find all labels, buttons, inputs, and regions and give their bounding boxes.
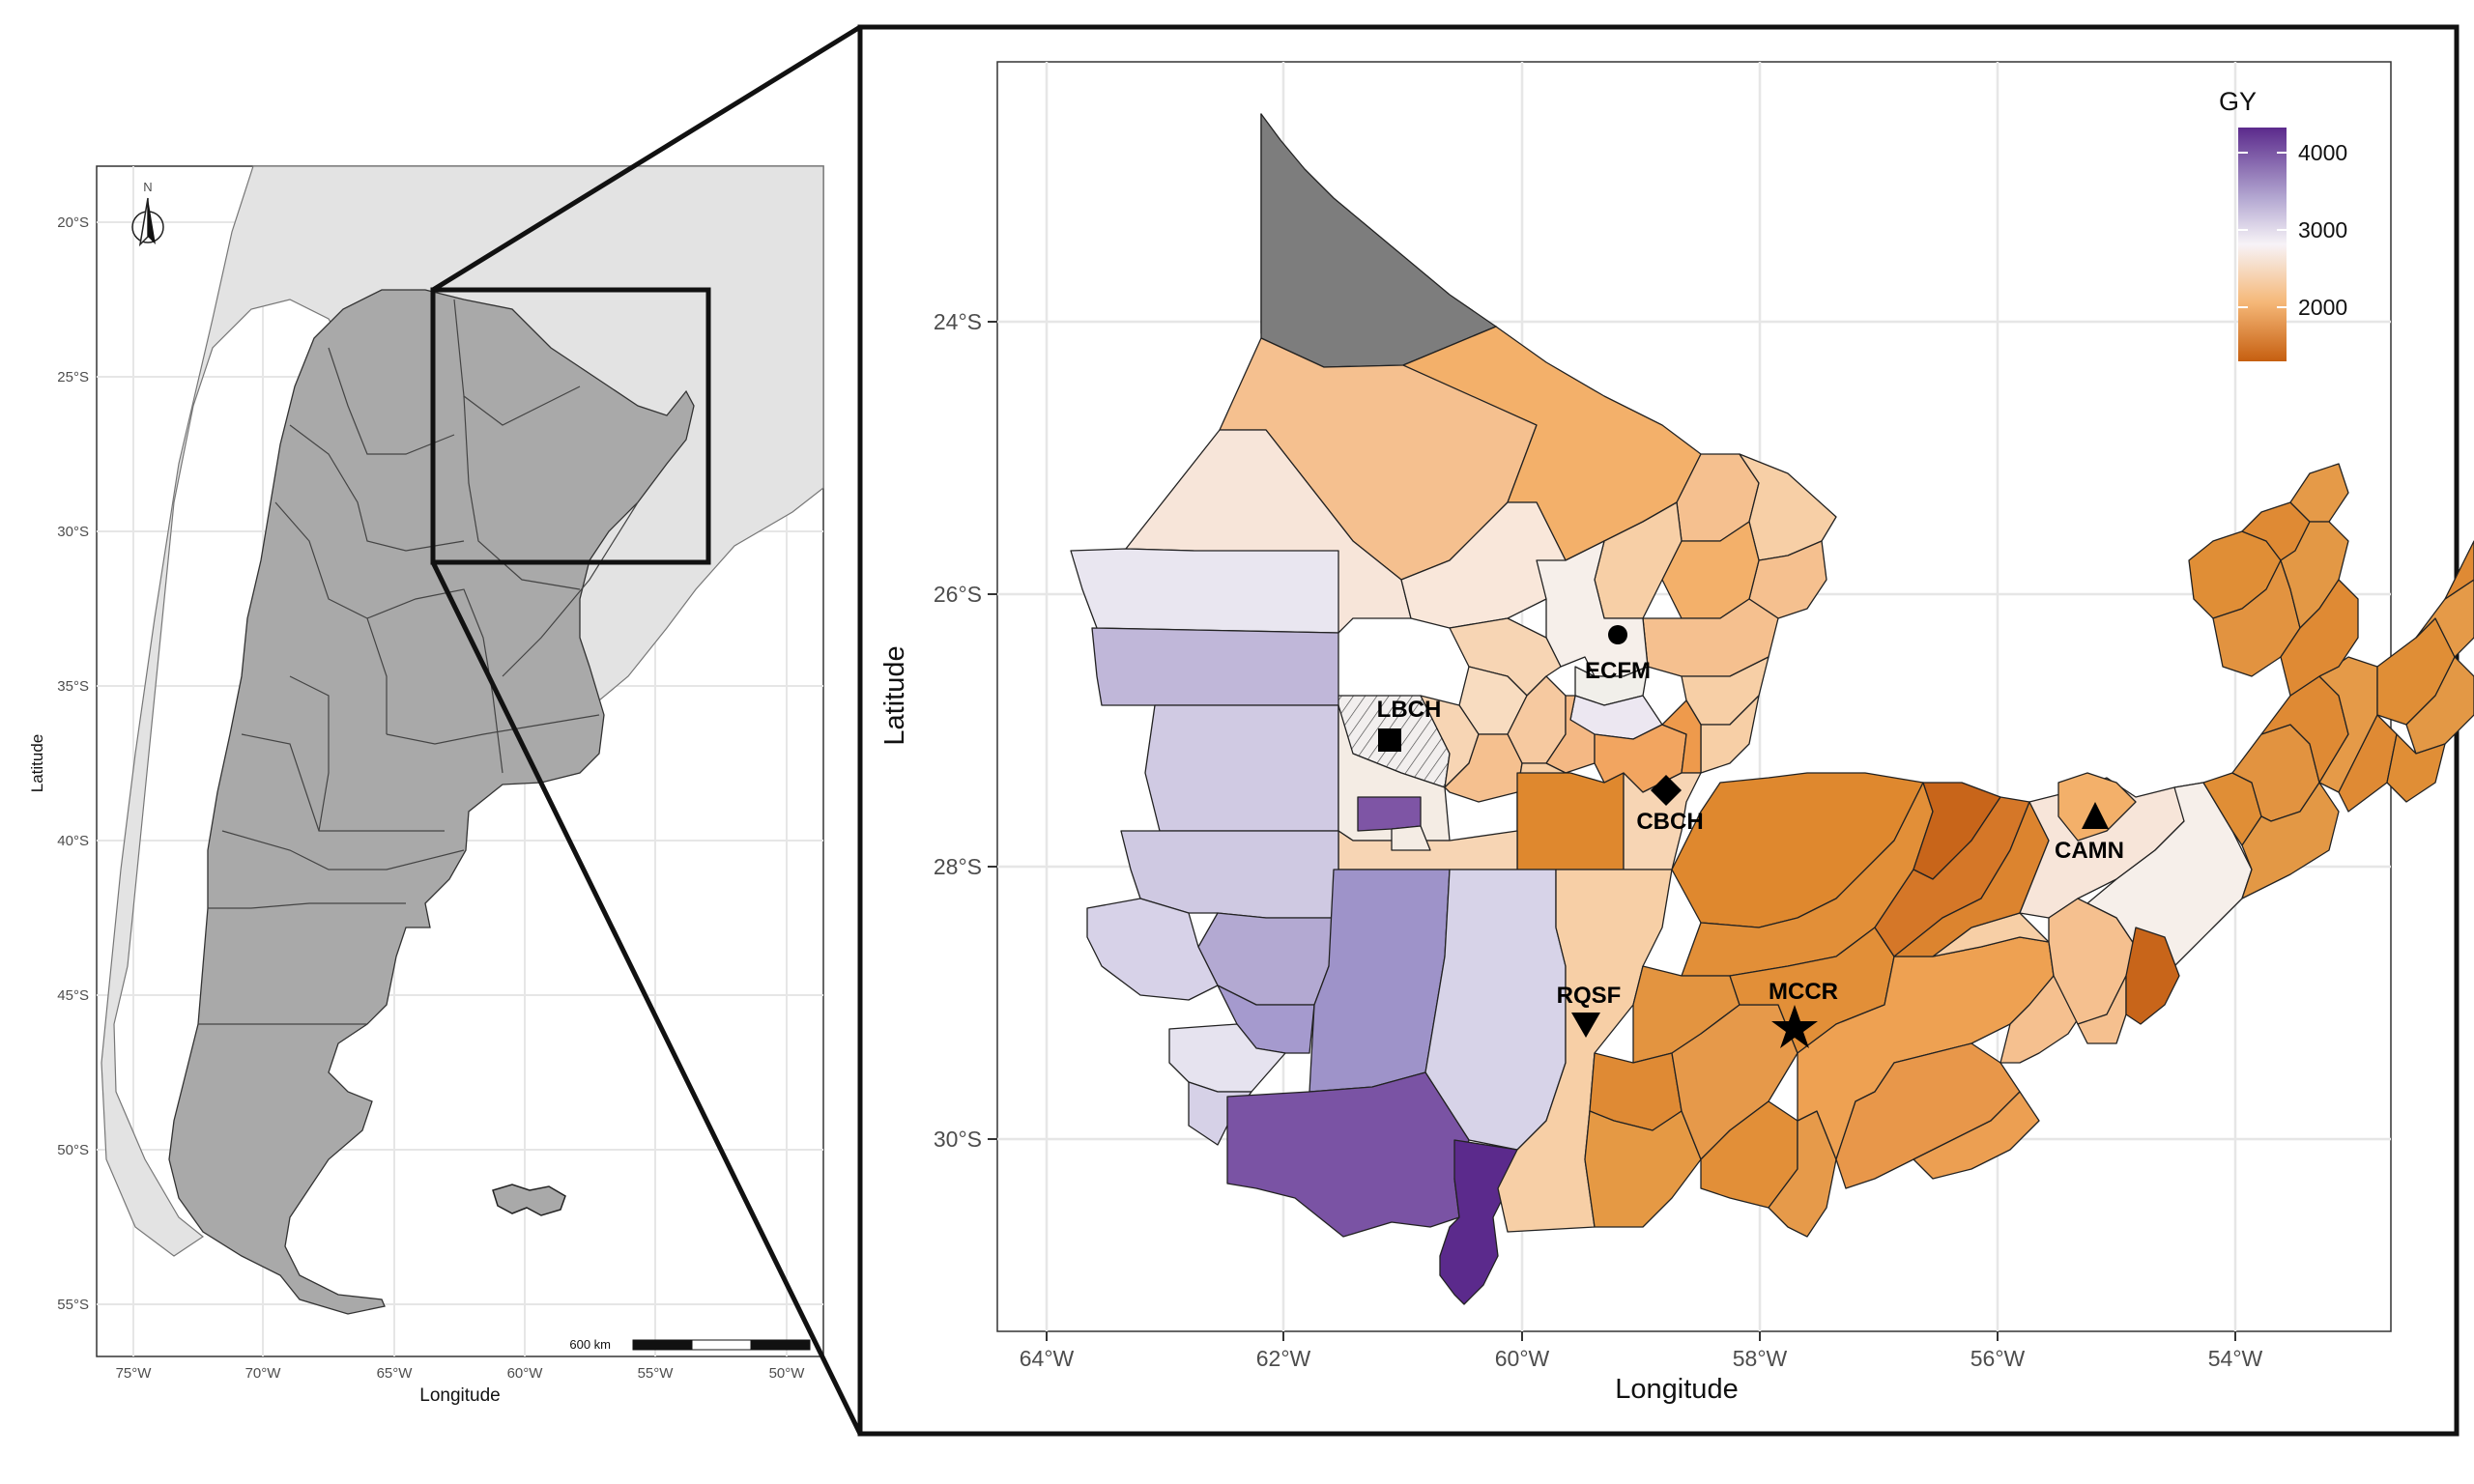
detail-lat-ticks: 24°S 26°S 28°S 30°S: [934, 309, 982, 1152]
site-label-cbch: CBCH: [1636, 809, 1703, 835]
district-high: [1357, 796, 1422, 832]
detail-lon-tick: 64°W: [1020, 1346, 1075, 1371]
district: [1835, 1042, 2021, 1189]
overview-lon-tick: 50°W: [769, 1365, 806, 1382]
scale-bar: 600 km: [569, 1337, 811, 1352]
legend-title: GY: [2219, 87, 2257, 116]
district: [1391, 825, 1431, 851]
overview-lon-tick: 55°W: [638, 1365, 675, 1382]
argentina-provinces: [198, 299, 639, 1025]
overview-lon-tick: 65°W: [377, 1365, 414, 1382]
marker-camn: [2082, 802, 2109, 829]
site-label-mccr: MCCR: [1769, 979, 1838, 1005]
site-label-camn: CAMN: [2055, 838, 2124, 864]
district: [2125, 927, 2180, 1025]
legend-label: 4000: [2298, 140, 2347, 165]
marker-rqsf: [1571, 1013, 1600, 1038]
district: [1086, 898, 1219, 1001]
detail-lon-tick: 62°W: [1256, 1346, 1311, 1371]
district: [2280, 521, 2349, 629]
detail-lon-tick: 58°W: [1733, 1346, 1788, 1371]
legend-colorbar: [2238, 128, 2287, 361]
overview-lat-tick: 30°S: [57, 524, 89, 540]
legend-label: 2000: [2298, 295, 2347, 320]
district: [1913, 1091, 2040, 1180]
zoom-connector: [430, 24, 863, 1436]
district: [2241, 782, 2340, 899]
legend-label: 3000: [2298, 217, 2347, 243]
detail-x-axis-title: Longitude: [1615, 1374, 1738, 1405]
gy-legend: GY 4000 3000 2000: [2219, 87, 2347, 361]
marker-mccr: [1771, 1005, 1818, 1048]
detail-lat-tick: 26°S: [934, 582, 982, 607]
detail-tick-marks: [988, 321, 2236, 1341]
overview-lat-tick: 25°S: [57, 369, 89, 385]
district: [1516, 772, 1625, 870]
overview-lat-tick: 35°S: [57, 678, 89, 695]
detail-lat-tick: 24°S: [934, 309, 982, 334]
marker-ecfm: [1608, 625, 1627, 644]
district: [1091, 627, 1339, 706]
north-label: N: [143, 180, 152, 194]
overview-lat-tick: 55°S: [57, 1297, 89, 1313]
north-arrow: N: [131, 180, 164, 247]
district: [2280, 579, 2359, 697]
overview-lat-tick: 50°S: [57, 1142, 89, 1158]
overview-lon-tick: 70°W: [245, 1365, 282, 1382]
detail-lon-tick: 60°W: [1495, 1346, 1550, 1371]
detail-y-axis-title: Latitude: [879, 645, 910, 745]
scale-label: 600 km: [569, 1337, 611, 1352]
detail-lon-tick: 54°W: [2208, 1346, 2263, 1371]
district: [1144, 704, 1339, 832]
site-label-ecfm: ECFM: [1585, 658, 1651, 684]
district: [1642, 598, 1779, 677]
misiones-districts: [2188, 463, 2359, 697]
argentina-outline: [168, 289, 695, 1315]
study-region-box: [430, 287, 711, 565]
site-markers: [1378, 625, 2109, 1048]
detail-lat-tick: 30°S: [934, 1127, 982, 1152]
district: [1584, 1110, 1702, 1228]
site-label-lbch: LBCH: [1377, 697, 1442, 723]
detail-lon-tick: 56°W: [1971, 1346, 2026, 1371]
district: [2386, 733, 2446, 803]
site-label-rqsf: RQSF: [1557, 983, 1622, 1009]
overview-lon-tick: 60°W: [507, 1365, 544, 1382]
overview-lon-tick: 75°W: [116, 1365, 153, 1382]
district: [1070, 548, 1339, 634]
overview-y-axis-title: Latitude: [28, 734, 46, 793]
district: [1226, 1071, 1470, 1238]
overview-lat-ticks: 20°S 25°S 30°S 35°S 40°S 45°S 50°S 55°S: [57, 214, 89, 1313]
site-labels: ECFM LBCH CBCH CAMN RQSF MCCR: [1377, 658, 2124, 1009]
overview-lat-tick: 20°S: [57, 214, 89, 231]
district: [2444, 540, 2474, 600]
detail-map: ECFM LBCH CBCH CAMN RQSF MCCR GY 4000 30…: [857, 24, 2474, 1437]
marker-lbch: [1378, 728, 1401, 752]
overview-lon-ticks: 75°W 70°W 65°W 60°W 55°W 50°W: [116, 1365, 806, 1382]
overview-lat-tick: 40°S: [57, 833, 89, 849]
marker-cbch: [1651, 775, 1682, 806]
district: [1671, 1004, 1798, 1160]
falkland-islands: [492, 1184, 566, 1216]
overview-map: N 600 km 75°W 70°W 65°W 60°W 55°W 50°W 2…: [28, 165, 824, 1406]
detail-lat-tick: 28°S: [934, 854, 982, 879]
overview-x-axis-title: Longitude: [419, 1385, 500, 1406]
districts: [1070, 113, 2474, 1305]
detail-lon-ticks: 64°W 62°W 60°W 58°W 56°W 54°W: [1020, 1346, 2263, 1371]
overview-lat-tick: 45°S: [57, 987, 89, 1004]
